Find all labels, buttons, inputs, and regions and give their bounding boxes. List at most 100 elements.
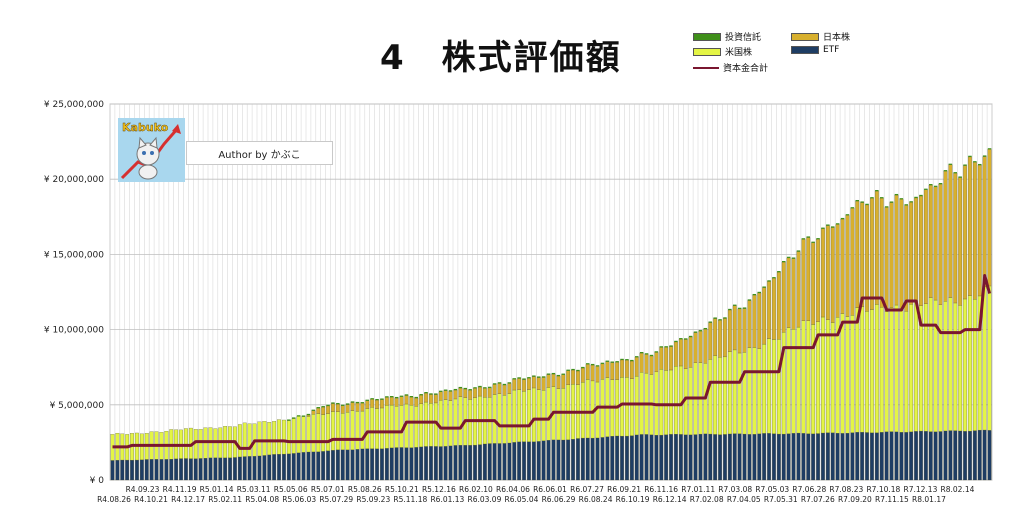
bar-us-stock (360, 410, 365, 450)
bar-etf (179, 458, 183, 481)
bar-jp-stock (870, 198, 874, 310)
bar-us-stock (517, 389, 522, 442)
x-tick-label-lower: R4.10.21 (134, 495, 168, 504)
bar-us-stock (767, 338, 771, 434)
bar-jp-stock (688, 336, 693, 368)
bar-us-stock (796, 326, 801, 434)
bar-etf (517, 441, 522, 481)
x-tick-label-lower: R7.04.05 (727, 495, 761, 504)
bar-us-stock (708, 359, 713, 435)
bar-toushin (762, 286, 766, 288)
bar-jp-stock (527, 378, 531, 390)
bar-toushin (576, 369, 580, 372)
bar-us-stock (752, 347, 757, 435)
bar-jp-stock (517, 378, 522, 391)
bar-jp-stock (370, 399, 375, 408)
bar-toushin (375, 399, 379, 401)
bar-etf (443, 446, 448, 481)
bar-jp-stock (409, 397, 414, 406)
bar-us-stock (806, 320, 811, 434)
bar-jp-stock (487, 387, 492, 398)
line-shihonkin (112, 274, 992, 450)
bar-toushin (865, 203, 869, 205)
bar-etf (492, 443, 497, 481)
bar-us-stock (380, 407, 384, 449)
bar-etf (453, 445, 458, 481)
x-tick-label-upper: R8.02.14 (941, 485, 975, 494)
bar-jp-stock (899, 199, 904, 311)
bar-us-stock (335, 411, 340, 450)
bar-toushin (546, 373, 551, 375)
bar-etf (845, 433, 850, 481)
bar-etf (433, 446, 438, 481)
bar-toushin (884, 206, 889, 208)
bar-toushin (816, 238, 820, 240)
bar-us-stock (350, 410, 355, 450)
bar-etf (703, 433, 708, 481)
bar-etf (767, 433, 771, 481)
bar-us-stock (874, 304, 879, 433)
bar-jp-stock (625, 360, 629, 378)
bar-toushin (801, 238, 806, 240)
x-tick-label-upper: R7.01.11 (681, 485, 715, 494)
y-tick-label: ¥ 15,000,000 (44, 250, 104, 260)
bar-etf (311, 451, 316, 481)
bar-toushin (517, 377, 521, 379)
legend-item-toushin: 投資信託 (693, 30, 761, 43)
bar-jp-stock (571, 369, 575, 385)
bar-etf (115, 460, 120, 481)
cat-mascot-icon: Kabuko (118, 118, 185, 182)
bar-etf (482, 443, 487, 481)
bar-toushin (571, 368, 575, 371)
x-tick-label-lower: R6.01.13 (430, 495, 464, 504)
bar-toushin (394, 396, 399, 399)
bar-us-stock (757, 348, 762, 434)
bar-toushin (713, 317, 717, 319)
bar-jp-stock (968, 156, 972, 296)
x-tick-label-upper: R7.12.13 (904, 485, 938, 494)
bar-etf (139, 459, 144, 481)
bar-toushin (698, 330, 703, 332)
bar-jp-stock (551, 374, 556, 387)
bar-toushin (551, 372, 556, 375)
legend-swatch (791, 46, 819, 54)
bar-etf (571, 439, 575, 481)
bar-etf (909, 431, 914, 481)
bar-jp-stock (938, 184, 943, 305)
legend-item-beikokukabu: 米国株 (693, 45, 752, 58)
bar-etf (399, 447, 404, 481)
bar-us-stock (311, 414, 316, 453)
bar-etf (958, 430, 963, 481)
bar-etf (737, 433, 742, 481)
bar-jp-stock (825, 225, 830, 320)
bar-etf (247, 456, 252, 481)
y-tick-label: ¥ 5,000,000 (50, 401, 105, 411)
bar-etf (865, 432, 869, 481)
bar-toushin (355, 401, 360, 404)
bar-toushin (909, 201, 913, 203)
bar-jp-stock (683, 339, 688, 369)
bar-toushin (845, 214, 850, 216)
bar-etf (674, 434, 678, 481)
bar-us-stock (419, 403, 424, 448)
bar-jp-stock (424, 393, 428, 403)
bar-jp-stock (522, 379, 526, 392)
x-tick-label-upper: R6.09.21 (607, 485, 641, 494)
bar-us-stock (316, 413, 321, 452)
bar-etf (600, 437, 605, 481)
bar-us-stock (561, 388, 566, 441)
x-tick-label-lower: R5.06.03 (282, 495, 316, 504)
bar-etf (938, 431, 943, 481)
bar-toushin (708, 321, 713, 323)
bar-jp-stock (796, 251, 801, 328)
x-tick-label-upper: R7.06.28 (792, 485, 826, 494)
bar-us-stock (424, 401, 428, 447)
bar-us-stock (389, 404, 394, 449)
bar-etf (541, 440, 546, 481)
bar-toushin (968, 155, 972, 157)
bar-toushin (649, 354, 654, 357)
bar-etf (561, 439, 566, 481)
bar-etf (923, 431, 928, 481)
bar-etf (585, 437, 590, 481)
bar-etf (899, 432, 904, 481)
